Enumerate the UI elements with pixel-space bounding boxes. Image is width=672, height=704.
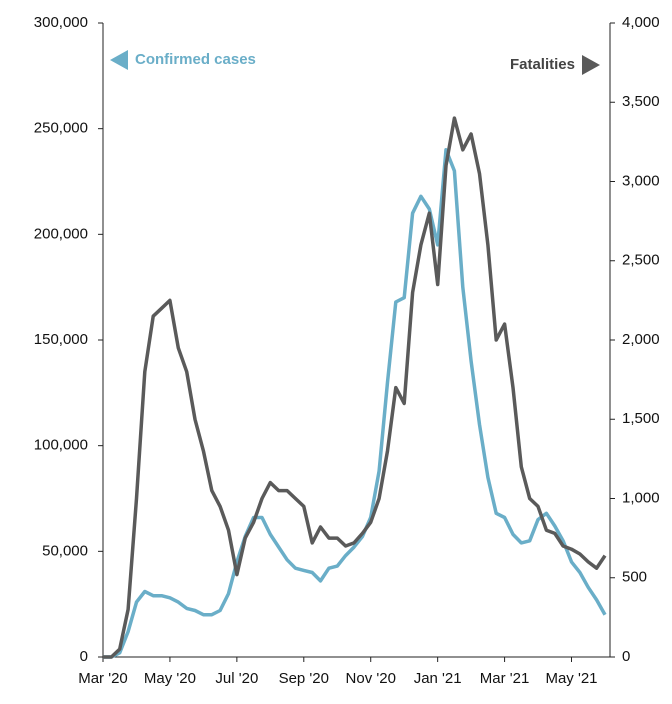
y-tick-label: 50,000 xyxy=(42,542,88,559)
x-tick-label: Mar '21 xyxy=(480,670,530,687)
x-tick-label: Mar '20 xyxy=(78,670,128,687)
y2-tick-label: 4,000 xyxy=(622,14,660,31)
y2-tick-label: 3,500 xyxy=(622,93,660,110)
legend-cases: Confirmed cases xyxy=(135,51,256,68)
x-tick-label: Nov '20 xyxy=(346,670,396,687)
y2-tick-label: 2,000 xyxy=(622,331,660,348)
left-arrow xyxy=(110,50,128,70)
x-tick-label: Jul '20 xyxy=(215,670,258,687)
y-tick-label: 100,000 xyxy=(34,437,88,454)
x-tick-label: Sep '20 xyxy=(279,670,329,687)
x-tick-label: May '21 xyxy=(545,670,597,687)
y-tick-label: 150,000 xyxy=(34,331,88,348)
y-tick-label: 200,000 xyxy=(34,225,88,242)
series-line xyxy=(103,148,607,659)
y2-tick-label: 1,000 xyxy=(622,489,660,506)
y2-tick-label: 0 xyxy=(622,648,630,665)
y-tick-label: 250,000 xyxy=(34,120,88,137)
x-tick-label: Jan '21 xyxy=(414,670,462,687)
legend-fatalities: Fatalities xyxy=(510,56,575,73)
y2-tick-label: 2,500 xyxy=(622,252,660,269)
series-line xyxy=(103,116,607,659)
y2-tick-label: 1,500 xyxy=(622,410,660,427)
y2-tick-label: 500 xyxy=(622,569,647,586)
x-tick-label: May '20 xyxy=(144,670,196,687)
right-arrow xyxy=(582,55,600,75)
y-tick-label: 0 xyxy=(80,648,88,665)
y-tick-label: 300,000 xyxy=(34,14,88,31)
y2-tick-label: 3,000 xyxy=(622,172,660,189)
